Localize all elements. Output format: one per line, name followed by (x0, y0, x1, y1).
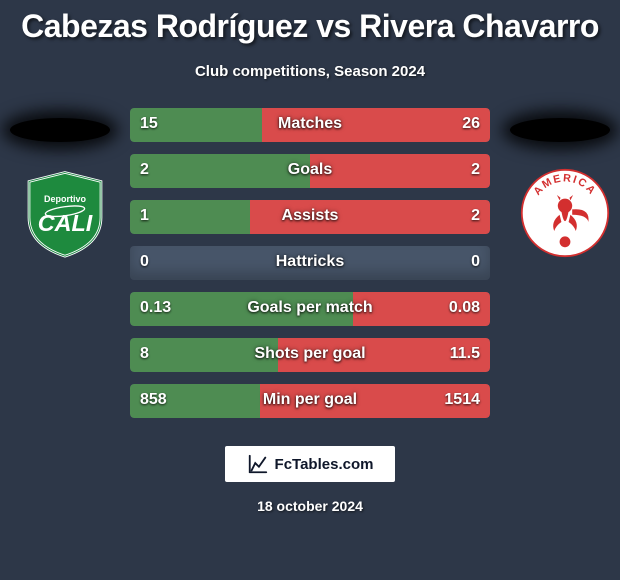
stat-label: Shots per goal (130, 345, 490, 363)
club-logo-left: Deportivo CALI (20, 168, 110, 258)
stat-row: 8581514Min per goal (130, 384, 490, 418)
svg-text:Deportivo: Deportivo (44, 194, 87, 204)
stat-row: 1526Matches (130, 108, 490, 142)
attribution-badge: FcTables.com (225, 446, 395, 482)
stat-label: Assists (130, 207, 490, 225)
chart-icon (247, 453, 269, 475)
player-shadow-right (510, 118, 610, 142)
stat-label: Min per goal (130, 391, 490, 409)
player-shadow-left (10, 118, 110, 142)
stat-row: 811.5Shots per goal (130, 338, 490, 372)
stat-row: 00Hattricks (130, 246, 490, 280)
page-subtitle: Club competitions, Season 2024 (0, 63, 620, 80)
stat-row: 12Assists (130, 200, 490, 234)
stat-row: 0.130.08Goals per match (130, 292, 490, 326)
stat-label: Goals per match (130, 299, 490, 317)
stat-label: Matches (130, 115, 490, 133)
club-logo-right: AMERICA (520, 168, 610, 258)
attribution-text: FcTables.com (275, 456, 374, 473)
date-text: 18 october 2024 (0, 498, 620, 514)
stat-row: 22Goals (130, 154, 490, 188)
comparison-panel: Deportivo CALI AMERICA 1526Mat (0, 108, 620, 438)
stat-bars: 1526Matches 22Goals 12Assists 00Hattricks 0.… (130, 108, 490, 430)
stat-label: Goals (130, 161, 490, 179)
page-title: Cabezas Rodríguez vs Rivera Chavarro (0, 0, 620, 45)
stat-label: Hattricks (130, 253, 490, 271)
